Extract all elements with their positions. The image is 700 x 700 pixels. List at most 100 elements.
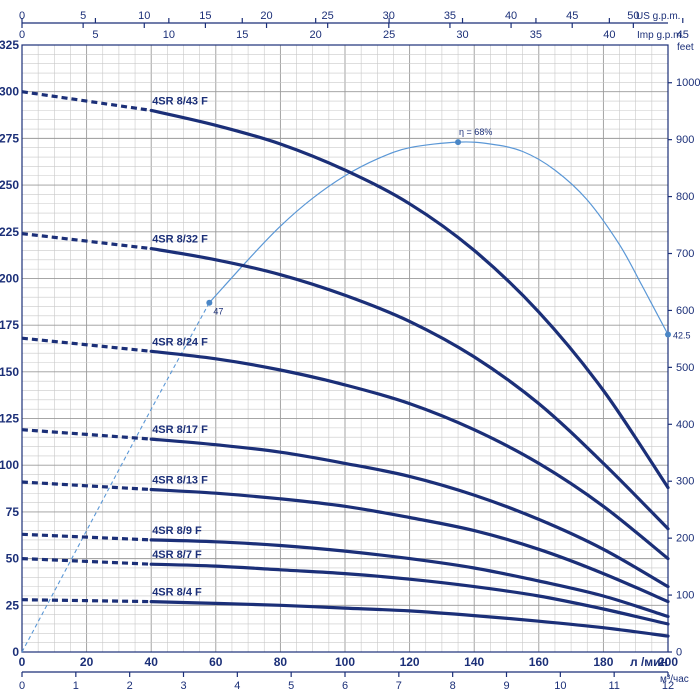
imp-gpm-axis-ticks: 0 5 10 15 20 25 30 35 40 45 (19, 18, 689, 41)
pump-curve-dashed-5 (21, 480, 152, 492)
m3h-tick-label: 6 (342, 680, 348, 692)
imp-gpm-tick-label: 45 (677, 29, 689, 41)
x-tick-label: 40 (145, 655, 159, 669)
efficiency-point-3 (665, 331, 671, 338)
curve-labels: 4SR 8/43 F 4SR 8/32 F 4SR 8/24 F 4SR 8/17 F… (152, 95, 208, 598)
feet-tick-label: 200 (676, 533, 694, 545)
y-tick-label: 225 (0, 225, 19, 239)
m3h-tick-label: 12 (662, 680, 674, 692)
m3h-axis-ticks: 0 1 2 3 4 5 6 7 8 9 10 11 12 (19, 672, 674, 692)
imp-gpm-tick-label: 25 (383, 29, 395, 41)
m3h-tick-label: 0 (19, 680, 25, 692)
pump-curve-8 (149, 600, 670, 638)
pump-curve-dashed-4 (21, 428, 152, 441)
feet-tick-label: 400 (676, 419, 694, 431)
imp-gpm-tick-label: 0 (19, 29, 25, 41)
us-gpm-tick-label: 0 (19, 10, 25, 22)
feet-tick-label: 600 (676, 305, 694, 317)
y-tick-label: 100 (0, 458, 19, 472)
y-tick-label: 150 (0, 365, 19, 379)
x-tick-label: 120 (400, 655, 420, 669)
feet-tick-label: 900 (676, 134, 694, 146)
curve-label-8: 4SR 8/4 F (152, 587, 202, 599)
feet-tick-label: 0 (676, 647, 682, 659)
feet-tick-label: 500 (676, 362, 694, 374)
us-gpm-axis-label: US g.p.m. (636, 11, 680, 22)
curve-label-7: 4SR 8/7 F (152, 549, 202, 561)
efficiency-curve: 47 η = 68% 42.5 (21, 127, 691, 653)
us-gpm-tick-label: 20 (260, 10, 272, 22)
curve-label-2: 4SR 8/32 F (152, 234, 208, 246)
efficiency-curve-dashed (21, 302, 210, 653)
curve-label-5: 4SR 8/13 F (152, 475, 208, 487)
y-axis-ticks: 0 25 50 75 100 125 150 175 200 225 250 275 300 325 (0, 38, 19, 659)
curve-label-1: 4SR 8/43 F (152, 95, 208, 107)
x-tick-label: 100 (335, 655, 355, 669)
us-gpm-tick-label: 10 (138, 10, 150, 22)
x-tick-label: 140 (464, 655, 484, 669)
pump-curve-dashed-6 (21, 532, 152, 542)
y-tick-label: 125 (0, 412, 19, 426)
x-tick-label: 20 (80, 655, 94, 669)
curve-label-6: 4SR 8/9 F (152, 525, 202, 537)
imp-gpm-tick-label: 20 (310, 29, 322, 41)
plot-frame (21, 44, 669, 653)
y-tick-label: 0 (12, 645, 19, 659)
efficiency-label-1: 47 (213, 307, 223, 317)
curve-label-4: 4SR 8/17 F (152, 424, 208, 436)
us-gpm-tick-label: 25 (322, 10, 334, 22)
feet-axis-label: feet (677, 42, 694, 53)
us-gpm-tick-label: 40 (505, 10, 517, 22)
m3h-tick-label: 11 (608, 680, 619, 692)
efficiency-label-2: η = 68% (459, 127, 492, 137)
us-gpm-tick-label: 35 (444, 10, 456, 22)
pump-curve-4 (149, 437, 670, 589)
imp-gpm-tick-label: 40 (603, 29, 615, 41)
pump-curve-7 (149, 562, 670, 626)
x-tick-label: 160 (529, 655, 549, 669)
pump-curve-dashed-7 (21, 557, 152, 566)
m3h-tick-label: 1 (73, 680, 79, 692)
m3h-tick-label: 10 (554, 680, 566, 692)
pump-curve-3 (149, 349, 670, 561)
m3h-tick-label: 8 (450, 680, 456, 692)
feet-tick-label: 1000 (676, 77, 700, 89)
us-gpm-tick-label: 30 (383, 10, 395, 22)
pump-curve-1 (149, 108, 670, 490)
chart-grid (21, 44, 669, 653)
y-tick-label: 200 (0, 271, 19, 285)
m3h-tick-label: 2 (127, 680, 133, 692)
y-tick-label: 75 (6, 505, 20, 519)
imp-gpm-tick-label: 35 (530, 29, 542, 41)
efficiency-curve-solid (208, 141, 669, 335)
imp-gpm-tick-label: 10 (163, 29, 175, 41)
imp-gpm-tick-label: 15 (236, 29, 248, 41)
us-gpm-tick-label: 15 (199, 10, 211, 22)
y-tick-label: 250 (0, 178, 19, 192)
pump-curve-dashed-1 (21, 90, 152, 112)
imp-gpm-tick-label: 5 (92, 29, 98, 41)
y-tick-label: 50 (6, 552, 20, 566)
pump-curve-dashed-3 (21, 336, 152, 353)
feet-tick-label: 300 (676, 476, 694, 488)
m3h-tick-label: 5 (288, 680, 294, 692)
y-tick-label: 300 (0, 85, 19, 99)
x-tick-label: 180 (593, 655, 613, 669)
efficiency-point-2 (455, 139, 462, 146)
us-gpm-tick-label: 50 (627, 10, 639, 22)
efficiency-label-3: 42.5 (673, 330, 691, 340)
efficiency-point-1 (206, 299, 213, 306)
x-tick-label: 200 (658, 655, 678, 669)
us-gpm-tick-label: 5 (80, 10, 86, 22)
y-tick-label: 175 (0, 318, 19, 332)
imp-gpm-axis-label: Imp g.p.m. (637, 30, 684, 41)
x-tick-label: 60 (209, 655, 223, 669)
x-axis-label: л /мин (630, 655, 668, 669)
x-axis-ticks: 0 20 40 60 80 100 120 140 160 180 200 (19, 655, 679, 669)
m3h-tick-label: 7 (396, 680, 402, 692)
imp-gpm-tick-label: 30 (456, 29, 468, 41)
us-gpm-tick-label: 45 (566, 10, 578, 22)
y-tick-label: 275 (0, 131, 19, 145)
pump-curve-dashed-8 (21, 598, 152, 604)
x-tick-label: 80 (274, 655, 288, 669)
